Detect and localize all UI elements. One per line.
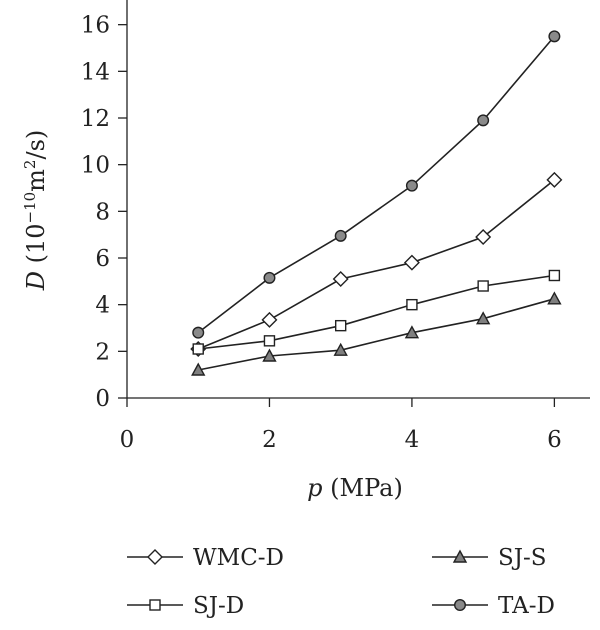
data-point-wmc-d [332,271,349,287]
x-axis-unit: (MPa) [323,474,403,502]
x-tick-label: 6 [547,427,562,453]
x-axis-label: p (MPa) [307,474,403,502]
legend: WMC-D SJ-S SJ-D TA-D [127,545,555,619]
data-point-wmc-d [261,311,278,328]
data-point-sj-s [333,342,348,356]
x-tick-label: 2 [262,427,277,453]
y-axis-unit-exponent: −10 [21,192,39,224]
data-point-sj-s [191,362,206,376]
data-point-wmc-d [546,171,563,188]
y-axis-unit-exponent: 2 [21,160,39,170]
y-tick-label: 12 [81,106,110,132]
series-ta-d [192,30,561,339]
y-tick-label: 6 [95,246,110,272]
series-line-ta-d [197,35,555,334]
x-axis-variable: p [307,474,322,502]
series-line-sj-s [198,298,555,371]
series-sj-s [191,291,562,376]
data-point-sj-d [477,280,489,292]
legend-label: SJ-S [498,545,547,571]
data-point-ta-d [477,114,490,127]
x-tick-label: 0 [120,427,135,453]
series-line-sj-d [198,274,555,350]
y-axis-label: D (10−10m2/s) [21,130,50,292]
data-point-wmc-d [475,229,492,245]
y-axis-variable: D [22,271,50,291]
legend-label: TA-D [498,593,555,619]
legend-label: WMC-D [193,545,284,571]
y-tick-label: 14 [81,59,110,85]
legend-item-sj-s: SJ-S [432,545,547,571]
series-sj-d [192,269,561,355]
legend-item-ta-d: TA-D [432,593,555,619]
y-axis-unit-end: /s) [22,130,50,160]
data-point-sj-d [406,298,418,311]
y-axis-unit: (10 [22,223,50,271]
data-point-sj-s [262,348,277,362]
y-tick-label: 0 [95,386,110,412]
legend-item-wmc-d: WMC-D [127,545,284,571]
y-axis-unit-meter: m [22,169,50,192]
x-tick-label: 4 [405,427,420,453]
data-point-sj-d [548,269,561,282]
y-tick-label: 2 [95,339,110,365]
data-point-sj-d [334,319,347,332]
data-point-ta-d [334,229,347,242]
series-line-wmc-d [197,179,555,350]
data-point-sj-d [192,343,204,355]
data-point-ta-d [405,179,418,192]
y-tick-label: 4 [95,293,110,319]
y-tick-label: 16 [81,13,110,39]
legend-marker-wmc-d [147,549,163,565]
legend-marker-ta-d [454,599,467,612]
legend-marker-sj-d [149,599,161,611]
data-point-ta-d [548,30,561,43]
data-point-ta-d [192,326,205,339]
data-point-sj-s [547,291,562,305]
y-tick-label: 10 [81,153,110,179]
legend-item-sj-d: SJ-D [127,593,244,619]
data-point-sj-s [475,311,491,325]
y-tick-label: 8 [95,199,110,225]
data-point-sj-d [263,335,276,347]
data-point-ta-d [263,271,276,284]
legend-marker-sj-s [452,549,468,563]
data-point-wmc-d [403,254,420,271]
data-point-sj-s [404,325,420,339]
series-wmc-d [190,171,563,357]
legend-label: SJ-D [193,593,244,619]
series-layer [190,30,563,376]
